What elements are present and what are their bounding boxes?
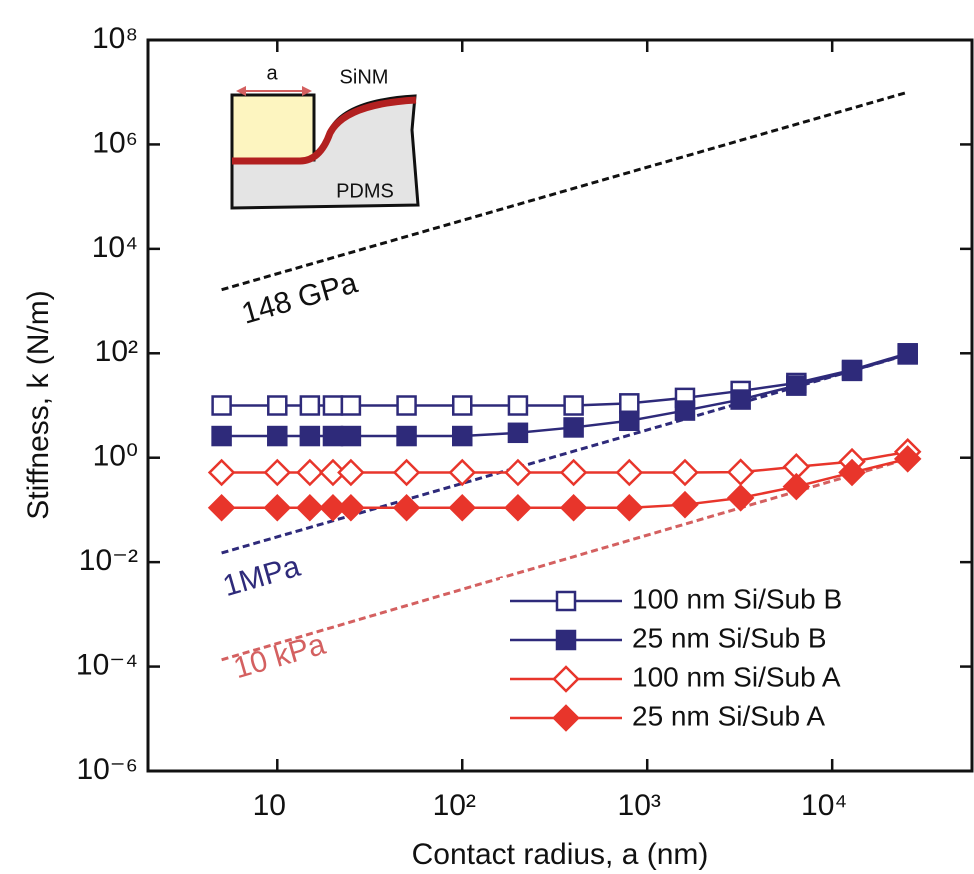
marker bbox=[319, 458, 347, 487]
marker bbox=[504, 493, 532, 522]
marker bbox=[299, 395, 321, 416]
marker bbox=[337, 493, 365, 522]
x-tick-label: 10² bbox=[433, 789, 476, 822]
marker bbox=[207, 493, 236, 522]
y-tick-label: 10⁰ bbox=[93, 440, 138, 473]
marker bbox=[563, 417, 584, 438]
y-tick-label: 10⁻² bbox=[79, 544, 138, 577]
marker bbox=[452, 425, 473, 447]
y-tick-label: 10⁻⁴ bbox=[76, 648, 138, 681]
marker bbox=[619, 410, 640, 432]
marker bbox=[267, 425, 288, 447]
y-tick-label: 10² bbox=[95, 335, 138, 368]
inset-label: SiNM bbox=[340, 66, 389, 88]
y-tick-label: 10⁴ bbox=[92, 231, 138, 264]
marker bbox=[448, 493, 477, 522]
marker bbox=[841, 360, 863, 382]
marker bbox=[211, 395, 232, 416]
marker bbox=[559, 493, 588, 522]
marker bbox=[726, 484, 755, 512]
marker bbox=[296, 493, 324, 522]
y-tick-label: 10⁻⁶ bbox=[76, 753, 138, 786]
marker bbox=[782, 472, 811, 501]
marker bbox=[296, 458, 324, 487]
marker bbox=[322, 425, 344, 447]
marker bbox=[559, 458, 588, 487]
marker bbox=[263, 458, 292, 487]
marker bbox=[507, 395, 529, 416]
marker bbox=[396, 425, 417, 447]
marker bbox=[671, 490, 699, 519]
x-axis-label: Contact radius, a (nm) bbox=[412, 838, 709, 871]
marker bbox=[448, 458, 477, 487]
legend-text: 25 nm Si/Sub A bbox=[632, 700, 825, 731]
inset: a SiNM PDMS bbox=[230, 62, 420, 210]
marker bbox=[893, 445, 922, 473]
legend-marker bbox=[555, 629, 577, 651]
inset-tip bbox=[230, 93, 316, 162]
marker bbox=[396, 395, 417, 416]
inset-label: a bbox=[266, 62, 278, 84]
marker bbox=[674, 400, 696, 421]
marker bbox=[267, 395, 288, 416]
marker bbox=[392, 458, 421, 487]
y-tick-label: 10⁸ bbox=[92, 22, 138, 55]
marker bbox=[563, 395, 584, 416]
marker bbox=[730, 389, 751, 410]
y-axis-label: Stiffness, k (N/m) bbox=[22, 290, 55, 519]
legend-text: 25 nm Si/Sub B bbox=[632, 622, 827, 653]
legend-marker bbox=[552, 704, 580, 732]
marker bbox=[726, 458, 755, 486]
marker bbox=[207, 458, 236, 487]
marker bbox=[838, 458, 866, 487]
marker bbox=[615, 458, 644, 487]
marker bbox=[619, 393, 640, 414]
legend-text: 100 nm Si/Sub B bbox=[632, 583, 842, 614]
marker bbox=[340, 425, 362, 447]
marker bbox=[211, 425, 232, 447]
reference-line bbox=[221, 90, 909, 292]
marker bbox=[263, 493, 292, 522]
marker bbox=[671, 458, 699, 487]
marker bbox=[504, 458, 532, 487]
reference-label: 1MPa bbox=[219, 550, 304, 603]
reference-label: 10 kPa bbox=[230, 628, 329, 686]
marker bbox=[615, 493, 644, 522]
inset-membrane bbox=[232, 96, 417, 165]
reference-label: 148 GPa bbox=[238, 266, 361, 330]
plot-frame bbox=[146, 38, 974, 773]
marker bbox=[452, 395, 473, 416]
marker bbox=[340, 395, 362, 416]
inset-label: PDMS bbox=[336, 180, 394, 202]
legend-marker bbox=[555, 590, 577, 612]
marker bbox=[507, 422, 529, 444]
x-tick-label: 10³ bbox=[618, 789, 661, 822]
marker bbox=[786, 375, 807, 396]
x-tick-label: 10⁴ bbox=[801, 789, 847, 822]
legend-text: 100 nm Si/Sub A bbox=[632, 661, 841, 692]
x-tick-label: 10 bbox=[253, 789, 286, 822]
marker bbox=[299, 425, 321, 447]
marker bbox=[897, 344, 918, 365]
marker bbox=[392, 493, 421, 522]
marker bbox=[322, 395, 344, 416]
legend-marker bbox=[552, 665, 580, 693]
y-tick-label: 10⁶ bbox=[92, 126, 138, 159]
marker bbox=[337, 458, 365, 487]
marker bbox=[319, 493, 347, 522]
